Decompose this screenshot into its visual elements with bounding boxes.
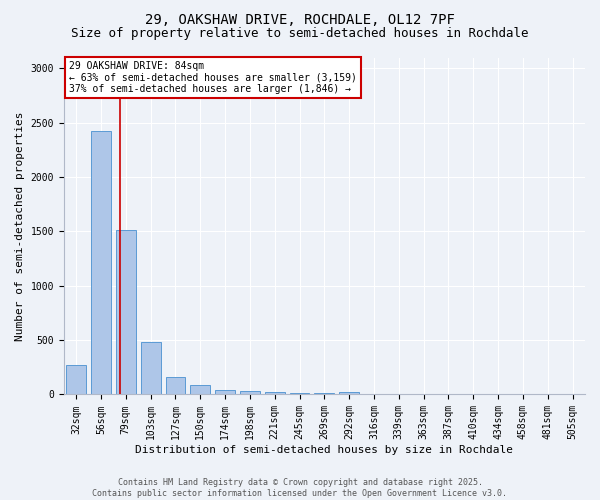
- Text: 29 OAKSHAW DRIVE: 84sqm
← 63% of semi-detached houses are smaller (3,159)
37% of: 29 OAKSHAW DRIVE: 84sqm ← 63% of semi-de…: [69, 61, 357, 94]
- Bar: [190, 384, 210, 394]
- Y-axis label: Number of semi-detached properties: Number of semi-detached properties: [15, 111, 25, 340]
- Bar: [240, 391, 260, 394]
- Bar: [141, 342, 161, 394]
- X-axis label: Distribution of semi-detached houses by size in Rochdale: Distribution of semi-detached houses by …: [136, 445, 514, 455]
- Bar: [116, 230, 136, 394]
- Bar: [166, 377, 185, 394]
- Bar: [339, 392, 359, 394]
- Bar: [290, 393, 310, 394]
- Bar: [66, 365, 86, 394]
- Text: Size of property relative to semi-detached houses in Rochdale: Size of property relative to semi-detach…: [71, 28, 529, 40]
- Bar: [215, 390, 235, 394]
- Text: Contains HM Land Registry data © Crown copyright and database right 2025.
Contai: Contains HM Land Registry data © Crown c…: [92, 478, 508, 498]
- Text: 29, OAKSHAW DRIVE, ROCHDALE, OL12 7PF: 29, OAKSHAW DRIVE, ROCHDALE, OL12 7PF: [145, 12, 455, 26]
- Bar: [91, 132, 111, 394]
- Bar: [265, 392, 284, 394]
